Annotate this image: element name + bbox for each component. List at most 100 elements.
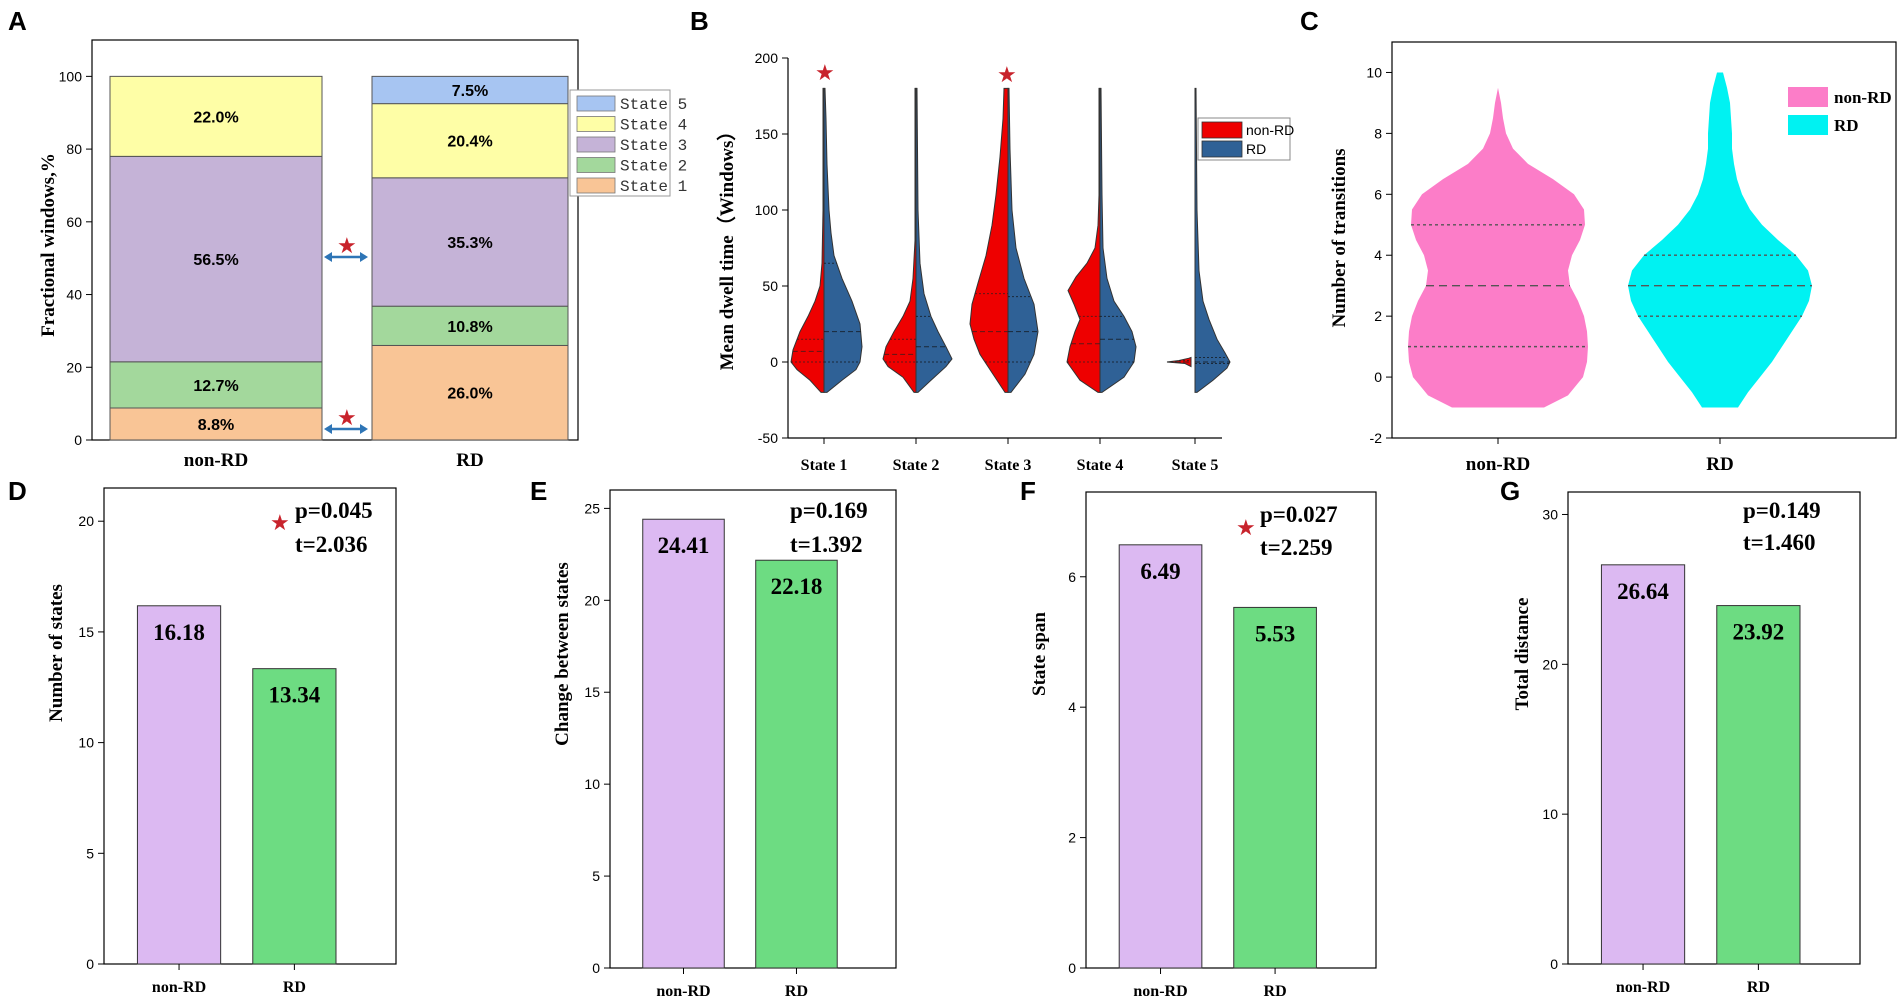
ytick-label: 30 [1542, 506, 1558, 522]
bar-rd [1233, 606, 1317, 969]
significance-star: ★ [1236, 516, 1256, 541]
segment-label: 12.7% [193, 378, 238, 395]
segment-state-4 [371, 103, 569, 179]
legend-label: RD [1246, 141, 1266, 157]
category-label: non-RD [152, 979, 206, 996]
panel-b-split-violin: Mean dwell time（Windows） -50 0 50 100 150 200… [715, 50, 1294, 474]
panel-a-frame [91, 39, 579, 441]
bar-value-label: 13.34 [269, 683, 321, 708]
ytick-label: 10 [1366, 64, 1382, 80]
ytick-label: 20 [1542, 656, 1558, 672]
significance-star: ★ [270, 511, 290, 536]
legend-label: State 1 [620, 178, 687, 196]
ytick-label: -2 [1370, 430, 1383, 446]
segment-label: 56.5% [193, 252, 238, 269]
legend-swatch [576, 95, 616, 112]
panel-e-bar: Change between states 0 5 10 15 20 25 24.41 non… [552, 489, 897, 1000]
legend-label: State 4 [620, 117, 687, 135]
ytick-label: 8 [1374, 125, 1382, 141]
ytick-label: 40 [66, 287, 82, 303]
violin-half-rd [1194, 87, 1231, 393]
significance-star-state3: ★ [997, 63, 1017, 88]
bar-value-label: 23.92 [1733, 620, 1785, 645]
legend-label: non-RD [1246, 122, 1294, 138]
t-value: t=1.460 [1743, 530, 1816, 555]
bar-value-label: 16.18 [153, 620, 205, 645]
ytick-label: 0 [770, 354, 778, 370]
panel-e-ylabel: Change between states [552, 562, 573, 746]
ytick-label: 15 [78, 624, 94, 640]
violin-rd [1628, 72, 1812, 408]
ytick-label: 6 [1374, 186, 1382, 202]
ytick-label: 5 [86, 845, 94, 861]
violin-half-non-rd [790, 87, 825, 393]
ytick-label: 2 [1068, 830, 1076, 846]
legend-label: State 3 [620, 137, 687, 155]
category-label: RD [1747, 979, 1770, 996]
arrow-state1 [324, 424, 368, 434]
plot-frame [609, 489, 897, 969]
panel-f-bar: State span 0 2 4 6 6.49 non-RD 5.53 RD p=0.027 t=… [1029, 491, 1377, 1000]
ytick-label: 0 [1550, 956, 1558, 972]
category-label: RD [456, 450, 483, 471]
segment-state-2 [371, 305, 569, 346]
ytick-label: 4 [1068, 699, 1076, 715]
legend-swatch [576, 136, 616, 153]
violin-half-non-rd [882, 87, 917, 393]
category-label: non-RD [1466, 454, 1530, 475]
category-label: non-RD [1133, 983, 1187, 1000]
category-label: State 2 [893, 457, 940, 474]
ytick-label: 5 [592, 868, 600, 884]
bar-value-label: 22.18 [771, 574, 823, 599]
bar-value-label: 26.64 [1617, 579, 1669, 604]
panel-b-ylabel: Mean dwell time（Windows） [715, 122, 738, 371]
bar-rd [755, 559, 838, 969]
panel-d-ylabel: Number of states [46, 584, 67, 722]
legend-label: State 2 [620, 158, 687, 176]
category-label: RD [1264, 983, 1287, 1000]
ytick-label: 10 [584, 776, 600, 792]
panel-label-a: A [8, 6, 27, 36]
segment-label: 20.4% [447, 134, 492, 151]
panel-a-stacked-bar: Fractional windows,% 0 20 40 60 80 100 8.8% 12… [38, 39, 687, 471]
bar-non-rd [642, 518, 725, 969]
legend-swatch [576, 157, 616, 173]
legend-label: State 5 [620, 96, 687, 114]
ytick-label: 200 [755, 50, 779, 66]
ytick-label: 25 [584, 500, 600, 516]
segment-label: 26.0% [447, 386, 492, 403]
ytick-label: 20 [66, 359, 82, 375]
panel-g-bar: Total distance 0 10 20 30 26.64 non-RD 23.92 RD… [1512, 491, 1861, 996]
p-value: p=0.169 [790, 498, 868, 523]
category-label: non-RD [656, 983, 710, 1000]
legend-label: non-RD [1834, 88, 1892, 107]
violin-half-rd [1099, 87, 1137, 393]
t-value: t=2.259 [1260, 535, 1333, 560]
p-value: p=0.149 [1743, 498, 1821, 523]
panel-a-significance: ★ ★ [324, 234, 368, 434]
p-value: p=0.045 [295, 498, 373, 523]
panel-label-f: F [1020, 476, 1036, 506]
p-value: p=0.027 [1260, 502, 1338, 527]
plot-frame [1567, 491, 1861, 965]
legend-label: RD [1834, 116, 1859, 135]
bar-value-label: 24.41 [658, 533, 710, 558]
significance-star-state1: ★ [815, 61, 835, 86]
segment-label: 7.5% [452, 83, 488, 100]
panel-c-ylabel: Number of transitions [1329, 148, 1350, 327]
ytick-label: 0 [1068, 960, 1076, 976]
legend-swatch [576, 177, 616, 194]
ytick-label: 0 [1374, 369, 1382, 385]
ytick-label: 0 [592, 960, 600, 976]
legend-swatch-rd [1788, 115, 1828, 135]
significance-star-state3: ★ [337, 234, 357, 259]
category-label: RD [785, 983, 808, 1000]
panel-a-ylabel: Fractional windows,% [38, 153, 59, 337]
legend-swatch [576, 116, 616, 132]
panel-c-violin: Number of transitions -2 0 2 4 6 8 10 non-RD RD… [1329, 41, 1897, 475]
ytick-label: 20 [584, 592, 600, 608]
segment-label: 8.8% [198, 417, 234, 434]
ytick-label: 0 [86, 956, 94, 972]
ytick-label: 20 [78, 513, 94, 529]
ytick-label: 10 [78, 735, 94, 751]
